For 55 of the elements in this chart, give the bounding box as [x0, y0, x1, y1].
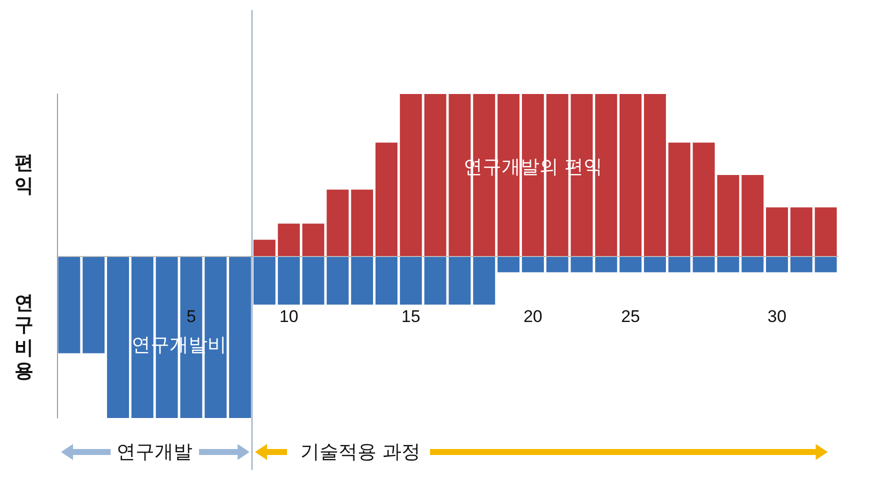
x-tick-label: 10	[279, 307, 298, 326]
text: 연구비용	[14, 292, 34, 383]
bar	[522, 256, 544, 272]
bar	[546, 256, 568, 272]
bar	[668, 142, 690, 256]
bar	[424, 256, 446, 305]
bar	[326, 256, 349, 305]
bar	[302, 224, 324, 256]
bar	[278, 224, 300, 256]
bar	[351, 256, 374, 305]
bar	[424, 94, 446, 256]
bar	[376, 256, 398, 305]
bar	[742, 256, 764, 272]
bar	[302, 256, 324, 305]
bar	[278, 256, 300, 305]
bar	[814, 256, 837, 272]
bar	[570, 256, 593, 272]
bar	[790, 207, 812, 256]
x-tick-label: 5	[186, 307, 196, 326]
text: 기술적용 과정	[300, 440, 420, 465]
x-tick-label: 25	[621, 307, 640, 326]
bar	[82, 256, 105, 354]
bar	[229, 256, 252, 418]
bar	[620, 256, 642, 272]
bar	[376, 142, 398, 256]
bar	[400, 94, 422, 256]
bar	[473, 256, 496, 305]
bar	[644, 94, 666, 256]
bar	[107, 256, 129, 418]
bar	[717, 175, 740, 256]
bar	[58, 256, 80, 354]
bar	[742, 175, 764, 256]
bar	[351, 190, 374, 256]
bar	[644, 256, 666, 272]
text: 연구개발	[116, 440, 193, 465]
bar	[766, 256, 788, 272]
bar	[620, 94, 642, 256]
bar	[253, 240, 276, 256]
text: 편익	[14, 152, 34, 198]
bar	[326, 190, 349, 256]
bar	[448, 256, 471, 305]
bar	[814, 207, 837, 256]
bar	[253, 256, 276, 305]
bar	[400, 256, 422, 305]
bar	[790, 256, 812, 272]
bar	[668, 256, 690, 272]
x-tick-label: 30	[768, 307, 786, 326]
bar	[692, 256, 715, 272]
bar	[766, 207, 788, 256]
bar	[498, 256, 520, 272]
bar	[692, 142, 715, 256]
bar	[595, 256, 618, 272]
bar	[717, 256, 740, 272]
x-tick-label: 15	[401, 307, 420, 326]
x-tick-label: 20	[523, 307, 542, 326]
